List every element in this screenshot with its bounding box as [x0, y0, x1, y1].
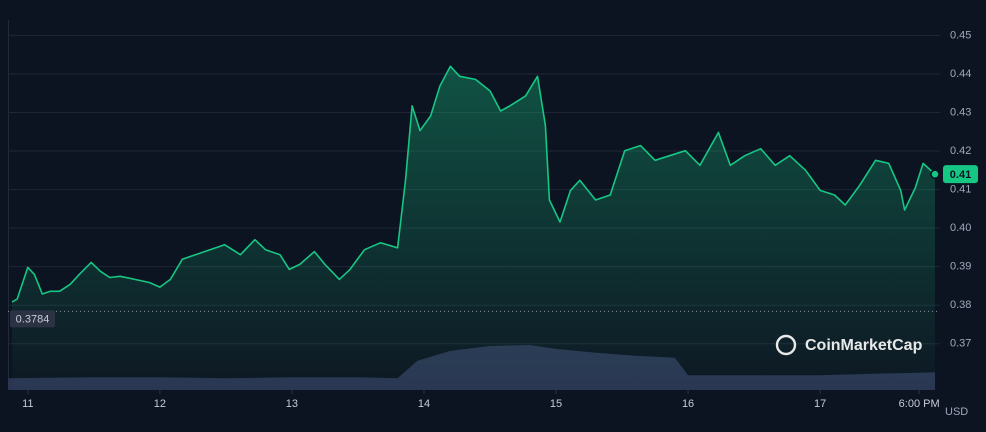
- price-tag: [943, 165, 978, 184]
- y-tick-label: 0.42: [950, 145, 971, 157]
- watermark-group: CoinMarketCap: [775, 334, 923, 356]
- y-tick-label: 0.43: [950, 106, 971, 118]
- x-tick-label: 13: [286, 398, 298, 410]
- price-tag-label: 0.41: [950, 169, 971, 181]
- y-tick-label: 0.45: [950, 29, 971, 41]
- reference-tag: [10, 310, 55, 328]
- y-tick-label: 0.37: [950, 338, 971, 350]
- x-tick-label: 16: [682, 398, 694, 410]
- y-tick-label: 0.41: [950, 183, 971, 195]
- x-tick-label: 14: [418, 398, 430, 410]
- y-tick-label: 0.44: [950, 68, 971, 80]
- x-tick-label: 6:00 PM: [899, 398, 940, 410]
- x-tick-label: 12: [154, 398, 166, 410]
- x-tick-label: 15: [550, 398, 562, 410]
- x-tick-label: 11: [22, 398, 33, 410]
- price-layer: 0.41 0.3784: [8, 65, 978, 391]
- price-line: [11, 65, 936, 303]
- y-tick-label: 0.39: [950, 261, 971, 273]
- price-area: [12, 66, 935, 391]
- watermark-logo: [775, 334, 797, 356]
- y-tick-label: 0.40: [950, 222, 971, 234]
- reference-label: 0.3784: [16, 313, 50, 325]
- x-tick-label: 17: [814, 398, 826, 410]
- watermark: CoinMarketCap: [805, 337, 923, 354]
- y-tick-label: 0.38: [950, 299, 971, 311]
- last-point: [930, 169, 940, 179]
- unit-label: USD: [945, 406, 968, 418]
